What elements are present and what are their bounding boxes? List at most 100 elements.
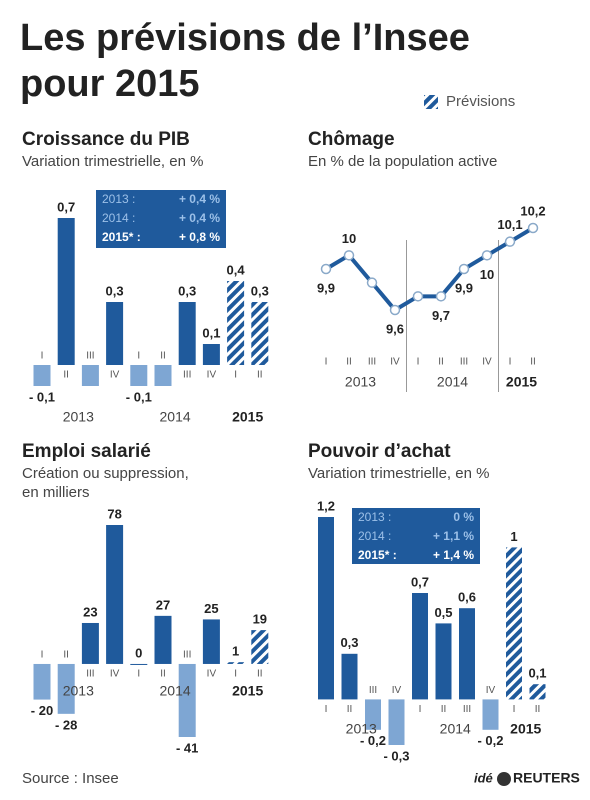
annual-value: + 1,1 % <box>433 529 474 543</box>
category-label: III <box>463 704 471 715</box>
category-label: I <box>234 669 237 680</box>
bar <box>202 619 220 664</box>
category-label: IV <box>486 685 496 696</box>
annual-value: + 0,8 % <box>179 230 220 244</box>
point <box>366 277 378 288</box>
value-label: 9,9 <box>455 280 473 295</box>
line <box>324 226 535 313</box>
annual-label: 2013 : <box>102 192 135 206</box>
value-label: 27 <box>156 597 170 612</box>
category-label: I <box>325 357 328 368</box>
value-label: 10,1 <box>497 217 522 232</box>
year-label: 2015 <box>232 683 263 699</box>
annual-value: + 1,4 % <box>433 548 474 562</box>
category-label: I <box>41 351 44 362</box>
category-label: IV <box>207 370 217 381</box>
year-label: 2013 <box>63 683 94 699</box>
year-label: 2014 <box>440 721 471 737</box>
bar <box>33 365 51 386</box>
point <box>458 263 470 275</box>
bar <box>154 365 172 386</box>
category-label: II <box>160 351 166 362</box>
chart-title: Emploi salarié <box>22 441 151 462</box>
category-label: I <box>137 351 140 362</box>
chart-subtitle: Variation trimestrielle, en % <box>308 465 489 482</box>
point <box>412 291 424 302</box>
category-label: II <box>257 669 263 680</box>
point <box>504 236 516 247</box>
value-label: 1,2 <box>317 498 335 513</box>
value-label: 78 <box>107 506 121 521</box>
bar <box>227 662 245 664</box>
category-label: IV <box>482 357 492 368</box>
annual-label: 2014 : <box>102 211 135 225</box>
logo-icon <box>497 772 511 786</box>
category-label: I <box>419 704 422 715</box>
category-label: IV <box>392 685 402 696</box>
point <box>389 304 401 316</box>
category-label: IV <box>110 669 120 680</box>
value-label: 23 <box>83 604 97 619</box>
bar <box>529 684 546 700</box>
category-label: II <box>535 704 541 715</box>
value-label: - 0,1 <box>29 389 55 404</box>
value-label: 0,1 <box>528 666 546 681</box>
category-label: I <box>137 669 140 680</box>
bar <box>178 663 196 737</box>
bar <box>202 344 220 365</box>
bar <box>251 302 269 365</box>
annual-label: 2014 : <box>358 529 391 543</box>
category-label: II <box>160 669 166 680</box>
category-label: I <box>509 357 512 368</box>
category-label: I <box>417 357 420 368</box>
category-label: I <box>41 650 44 661</box>
bar <box>459 608 475 700</box>
category-label: II <box>530 357 536 368</box>
value-label: 0,4 <box>227 262 246 277</box>
category-label: II <box>63 370 69 381</box>
value-label: - 0,3 <box>383 748 409 763</box>
bar <box>106 525 124 664</box>
year-label: 2014 <box>437 374 468 390</box>
title: Les prévisions de l’Insee <box>20 17 470 59</box>
value-label: - 20 <box>31 703 53 718</box>
value-label: 0,5 <box>434 605 452 620</box>
bar <box>251 630 269 664</box>
bar <box>506 547 522 700</box>
bar <box>341 653 358 700</box>
value-label: - 0,1 <box>126 389 152 404</box>
chart-title: Pouvoir d’achat <box>308 441 451 462</box>
annual-label: 2013 : <box>358 510 391 524</box>
value-label: - 0,2 <box>477 733 503 748</box>
category-label: III <box>86 669 94 680</box>
year-label: 2013 <box>346 721 377 737</box>
value-label: 0,7 <box>57 199 75 214</box>
point <box>527 222 539 234</box>
annual-value: 0 % <box>453 510 474 524</box>
chart-subtitle: Variation trimestrielle, en % <box>22 153 203 170</box>
value-label: 0,7 <box>411 574 429 589</box>
value-label: 9,7 <box>432 308 450 323</box>
year-label: 2013 <box>345 374 376 390</box>
value-label: 0,6 <box>458 590 476 605</box>
annual-value: + 0,4 % <box>179 192 220 206</box>
bar <box>412 593 428 700</box>
value-label: - 28 <box>55 717 77 732</box>
category-label: I <box>325 704 328 715</box>
logo: idé <box>474 770 493 785</box>
category-label: II <box>63 650 69 661</box>
value-label: 0,3 <box>106 283 124 298</box>
chart-subtitle: Création ou suppression, <box>22 465 189 482</box>
point <box>320 263 332 275</box>
category-label: III <box>183 370 191 381</box>
year-label: 2015 <box>510 721 541 737</box>
annual-box <box>96 190 226 248</box>
category-label: II <box>346 357 352 368</box>
category-label: II <box>347 704 353 715</box>
value-label: 0,3 <box>340 635 358 650</box>
year-label: 2013 <box>63 409 94 425</box>
bar <box>81 622 99 664</box>
source: Source : Insee <box>22 770 119 787</box>
category-label: III <box>368 357 376 368</box>
year-label: 2015 <box>232 409 263 425</box>
